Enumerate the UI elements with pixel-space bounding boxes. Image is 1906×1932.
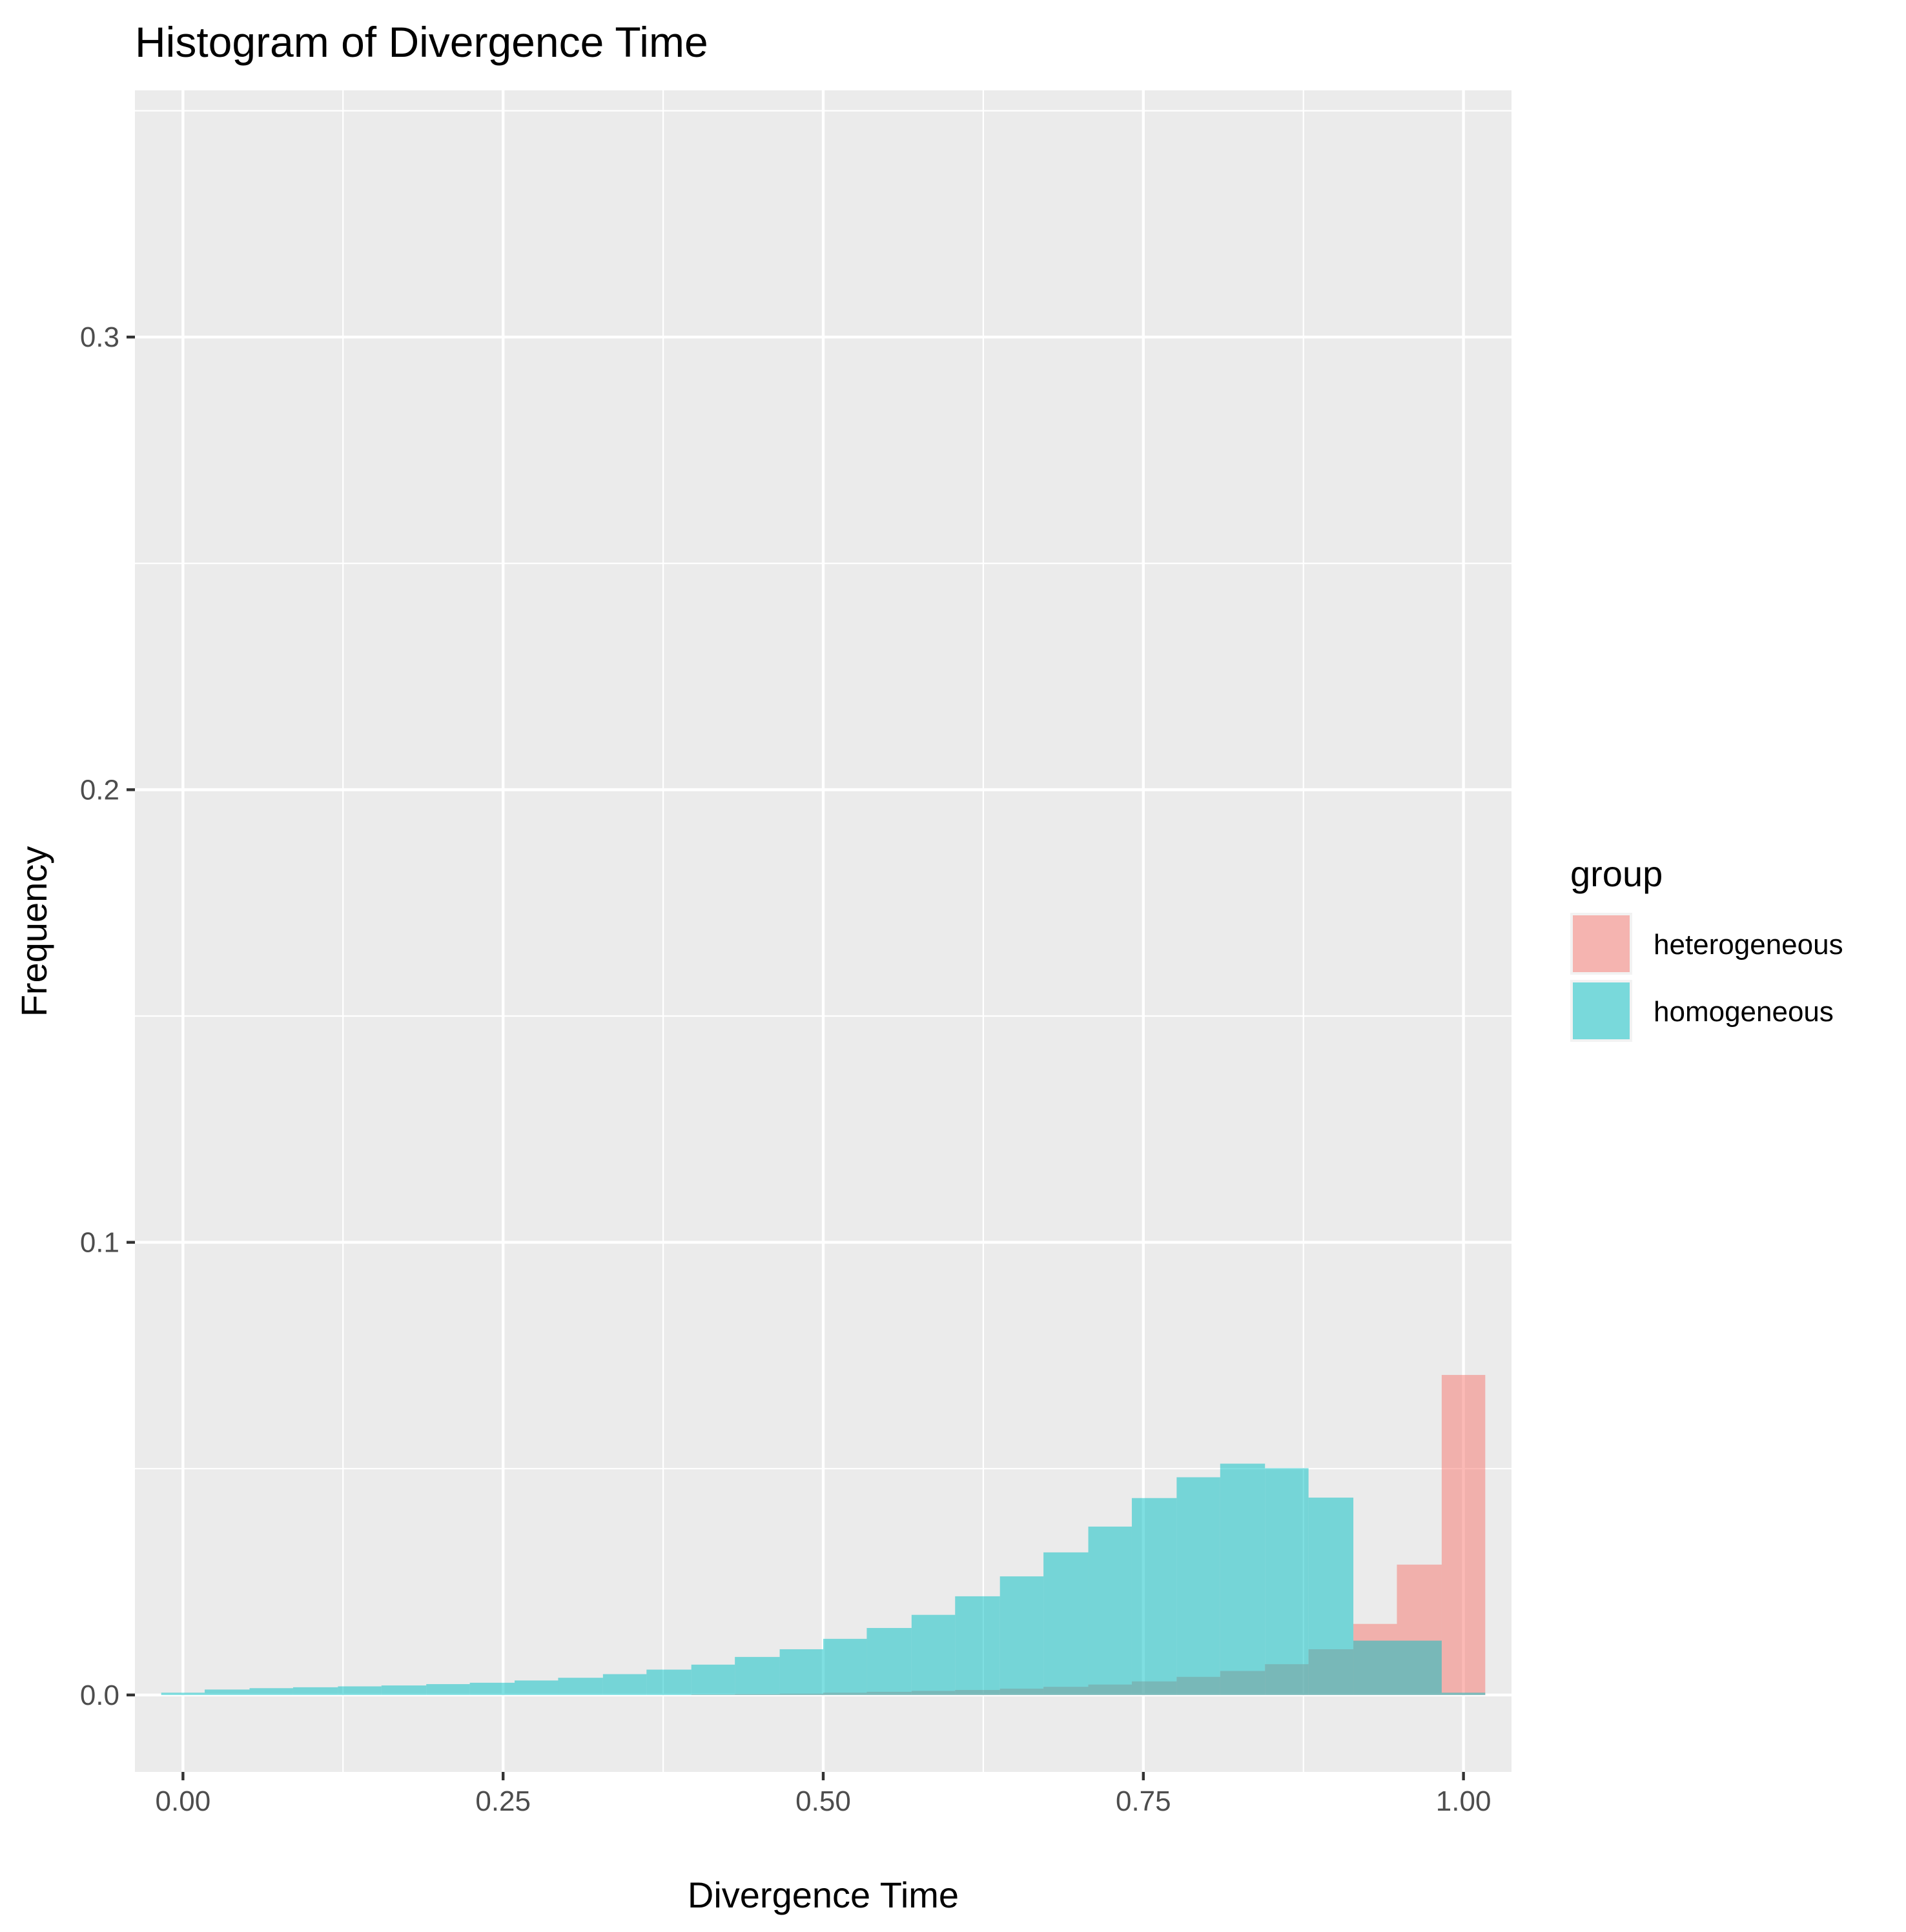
y-tick-label: 0.2 <box>80 774 119 806</box>
bar-homogeneous <box>1043 1552 1089 1695</box>
bar-homogeneous <box>1308 1498 1354 1695</box>
bar-homogeneous <box>735 1656 780 1695</box>
legend-swatch-homogeneous <box>1573 982 1630 1039</box>
y-tick-label: 0.0 <box>80 1680 119 1711</box>
bar-homogeneous <box>1131 1498 1177 1695</box>
bar-homogeneous <box>292 1687 338 1695</box>
x-tick-label: 0.75 <box>1116 1785 1171 1817</box>
x-tick-label: 1.00 <box>1436 1785 1491 1817</box>
series-homogeneous-bars <box>161 1463 1486 1695</box>
bar-homogeneous <box>602 1674 647 1695</box>
x-axis: 0.00 0.25 0.50 0.75 1.00 <box>156 1772 1491 1817</box>
y-axis: 0.0 0.1 0.2 0.3 <box>80 321 135 1711</box>
bar-homogeneous <box>1397 1640 1442 1695</box>
chart-title: Histogram of Divergence Time <box>135 18 708 66</box>
bar-homogeneous <box>866 1628 912 1695</box>
bar-homogeneous <box>691 1664 735 1695</box>
legend-swatch-heterogeneous <box>1573 915 1630 972</box>
bar-heterogeneous <box>1441 1375 1486 1695</box>
bar-homogeneous <box>1441 1693 1486 1695</box>
y-tick-label: 0.3 <box>80 321 119 353</box>
y-tick-label: 0.1 <box>80 1227 119 1259</box>
bar-homogeneous <box>911 1614 956 1695</box>
bar-homogeneous <box>1265 1468 1309 1695</box>
bar-homogeneous <box>1176 1477 1220 1695</box>
bar-homogeneous <box>381 1685 427 1695</box>
bar-homogeneous <box>823 1638 867 1695</box>
bar-homogeneous <box>338 1686 382 1695</box>
bar-homogeneous <box>426 1683 470 1695</box>
legend-label-heterogeneous: heterogeneous <box>1654 929 1843 961</box>
bar-homogeneous <box>515 1680 558 1695</box>
bar-homogeneous <box>999 1576 1044 1695</box>
bar-homogeneous <box>779 1649 823 1695</box>
x-tick-label: 0.25 <box>475 1785 531 1817</box>
y-axis-title: Frequency <box>14 846 54 1017</box>
x-tick-label: 0.50 <box>795 1785 851 1817</box>
bar-homogeneous <box>646 1669 692 1695</box>
bar-homogeneous <box>1088 1526 1132 1695</box>
x-axis-title: Divergence Time <box>688 1875 959 1915</box>
bar-homogeneous <box>469 1682 515 1695</box>
bar-homogeneous <box>1353 1640 1397 1695</box>
x-tick-label: 0.00 <box>156 1785 211 1817</box>
legend-title: group <box>1570 853 1663 894</box>
bar-homogeneous <box>249 1688 293 1695</box>
bar-homogeneous <box>161 1693 205 1695</box>
legend: group heterogeneous homogeneous <box>1570 853 1843 1042</box>
bar-homogeneous <box>558 1678 603 1695</box>
legend-label-homogeneous: homogeneous <box>1654 996 1834 1028</box>
bar-homogeneous <box>1220 1463 1266 1695</box>
bar-homogeneous <box>955 1596 1000 1695</box>
bar-homogeneous <box>205 1689 250 1695</box>
